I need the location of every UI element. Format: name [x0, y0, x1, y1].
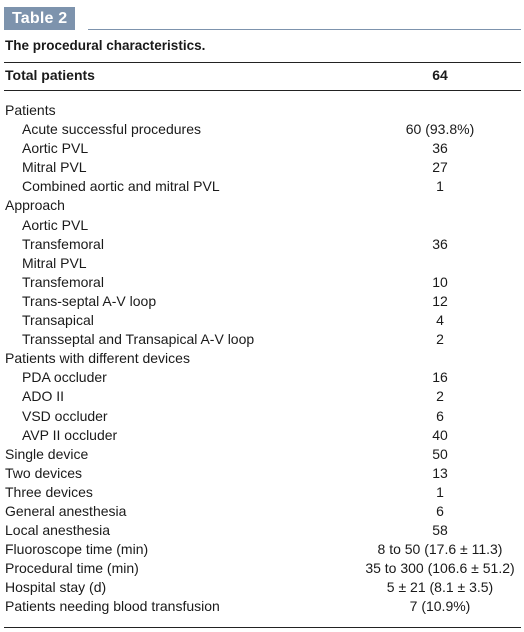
table-row: Aortic PVL [0, 216, 524, 235]
row-label: Transseptal and Transapical A-V loop [22, 331, 255, 348]
row-value: 13 [432, 464, 448, 481]
row-label: General anesthesia [5, 502, 127, 519]
table-row: Two devices 13 [0, 464, 524, 483]
row-value: 1 [436, 178, 444, 195]
badge-rule [88, 29, 521, 30]
table-row: Patients needing blood transfusion 7 (10.… [0, 597, 524, 616]
row-label: Trans-septal A-V loop [22, 292, 157, 309]
table-header-row: Total patients 64 [0, 66, 524, 86]
row-label: Three devices [5, 483, 93, 500]
row-label: Patients needing blood transfusion [5, 598, 220, 615]
table-body: Patients Acute successful procedures 60 (9… [0, 101, 524, 617]
table-bottom-rule [4, 627, 521, 628]
table-row: AVP II occluder 40 [0, 426, 524, 445]
table-row: Acute successful procedures 60 (93.8%) [0, 120, 524, 139]
row-label: Hospital stay (d) [5, 579, 107, 596]
table-row: Mitral PVL [0, 254, 524, 273]
row-label: Two devices [5, 464, 83, 481]
row-label: Approach [5, 197, 65, 214]
row-label: Fluoroscope time (min) [5, 541, 149, 558]
table-row: Combined aortic and mitral PVL 1 [0, 177, 524, 196]
table-row: Trans-septal A-V loop 12 [0, 292, 524, 311]
row-value: 27 [432, 159, 448, 176]
row-label: Transfemoral [22, 235, 104, 252]
table-row: Patients [0, 101, 524, 120]
row-value: 35 to 300 (106.6 ± 51.2) [365, 560, 515, 577]
row-value: 8 to 50 (17.6 ± 11.3) [377, 541, 503, 558]
row-label: Patients with different devices [5, 350, 190, 367]
row-value: 16 [432, 369, 448, 386]
header-bottom-rule [4, 90, 521, 91]
table-row: Hospital stay (d) 5 ± 21 (8.1 ± 3.5) [0, 578, 524, 597]
table-row: Mitral PVL 27 [0, 158, 524, 177]
row-label: Procedural time (min) [5, 560, 139, 577]
table-row: Aortic PVL 36 [0, 139, 524, 158]
row-label: Local anesthesia [5, 522, 111, 539]
table-row: PDA occluder 16 [0, 368, 524, 387]
row-label: PDA occluder [22, 369, 107, 386]
row-label: Transfemoral [22, 273, 104, 290]
row-value: 10 [432, 273, 448, 290]
table-row: Transfemoral 10 [0, 273, 524, 292]
table-row: VSD occluder 6 [0, 407, 524, 426]
row-label: Aortic PVL [22, 216, 89, 233]
table-row: ADO II 2 [0, 387, 524, 406]
row-value: 36 [432, 140, 448, 157]
row-value: 2 [436, 388, 444, 405]
row-value: 12 [432, 292, 448, 309]
row-value: 36 [432, 235, 448, 252]
row-label: Mitral PVL [22, 159, 87, 176]
row-value: 58 [432, 522, 448, 539]
row-value: 6 [436, 502, 444, 519]
row-value: 5 ± 21 (8.1 ± 3.5) [386, 579, 494, 596]
row-value: 60 (93.8%) [405, 121, 475, 138]
row-value: 50 [432, 445, 448, 462]
row-label: AVP II occluder [22, 426, 118, 443]
table-caption: The procedural characteristics. [5, 38, 206, 53]
row-label: Single device [5, 445, 89, 462]
table-row: Local anesthesia 58 [0, 521, 524, 540]
table-number-badge: Table 2 [4, 7, 76, 30]
row-label: Patients [5, 102, 56, 118]
header-value: 64 [432, 67, 448, 83]
row-label: Mitral PVL [22, 254, 87, 271]
row-value: 4 [436, 312, 444, 329]
row-label: VSD occluder [22, 407, 108, 424]
row-label: ADO II [22, 388, 65, 405]
header-top-rule [4, 62, 521, 63]
table-row: Transfemoral 36 [0, 235, 524, 254]
row-value: 6 [436, 407, 444, 424]
table-row: Fluoroscope time (min) 8 to 50 (17.6 ± 11… [0, 540, 524, 559]
table-row: Transseptal and Transapical A-V loop 2 [0, 330, 524, 349]
table-row: Patients with different devices [0, 349, 524, 368]
row-label: Combined aortic and mitral PVL [22, 178, 220, 195]
table-row: Transapical 4 [0, 311, 524, 330]
table-row: Single device 50 [0, 445, 524, 464]
row-value: 40 [432, 426, 448, 443]
table-row: General anesthesia 6 [0, 502, 524, 521]
table-row: Three devices 1 [0, 483, 524, 502]
row-value: 2 [436, 331, 444, 348]
table-row: Procedural time (min) 35 to 300 (106.6 ± … [0, 559, 524, 578]
row-value: 1 [436, 483, 444, 500]
row-label: Acute successful procedures [22, 121, 201, 138]
row-value: 7 (10.9%) [409, 598, 471, 615]
row-label: Aortic PVL [22, 140, 89, 157]
table-row: Approach [0, 196, 524, 215]
row-label: Transapical [22, 312, 94, 329]
header-label: Total patients [5, 67, 95, 83]
